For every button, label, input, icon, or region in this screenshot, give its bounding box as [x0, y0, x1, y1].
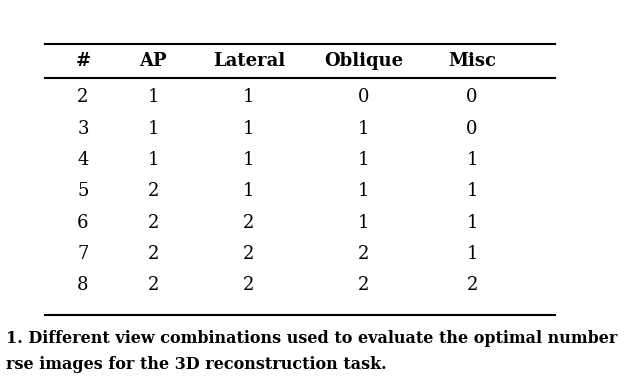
Text: Misc: Misc: [448, 52, 496, 70]
Text: 1: 1: [243, 120, 255, 138]
Text: 1: 1: [466, 151, 478, 169]
Text: Oblique: Oblique: [324, 52, 403, 70]
Text: 7: 7: [77, 245, 89, 263]
Text: 1: 1: [466, 214, 478, 232]
Text: 1: 1: [243, 182, 255, 201]
Text: 2: 2: [147, 245, 159, 263]
Text: 2: 2: [147, 182, 159, 201]
Text: 4: 4: [77, 151, 89, 169]
Text: 2: 2: [243, 214, 255, 232]
Text: AP: AP: [139, 52, 167, 70]
Text: 0: 0: [466, 120, 478, 138]
Text: 1: 1: [466, 245, 478, 263]
Text: 5: 5: [77, 182, 89, 201]
Text: 1: 1: [243, 88, 255, 107]
Text: 2: 2: [243, 276, 255, 295]
Text: 2: 2: [147, 214, 159, 232]
Text: 6: 6: [77, 214, 89, 232]
Text: 3: 3: [77, 120, 89, 138]
Text: 0: 0: [358, 88, 369, 107]
Text: 1: 1: [358, 151, 369, 169]
Text: 1: 1: [466, 182, 478, 201]
Text: 1: 1: [147, 88, 159, 107]
Text: 2: 2: [358, 245, 369, 263]
Text: 2: 2: [358, 276, 369, 295]
Text: rse images for the 3D reconstruction task.: rse images for the 3D reconstruction tas…: [6, 356, 387, 373]
Text: 1: 1: [243, 151, 255, 169]
Text: 2: 2: [466, 276, 478, 295]
Text: 2: 2: [77, 88, 89, 107]
Text: Lateral: Lateral: [212, 52, 285, 70]
Text: 0: 0: [466, 88, 478, 107]
Text: 1: 1: [358, 120, 369, 138]
Text: 1: 1: [147, 120, 159, 138]
Text: #: #: [75, 52, 91, 70]
Text: 2: 2: [243, 245, 255, 263]
Text: 1. Different view combinations used to evaluate the optimal number: 1. Different view combinations used to e…: [6, 330, 618, 346]
Text: 1: 1: [358, 182, 369, 201]
Text: 2: 2: [147, 276, 159, 295]
Text: 1: 1: [147, 151, 159, 169]
Text: 8: 8: [77, 276, 89, 295]
Text: 1: 1: [358, 214, 369, 232]
